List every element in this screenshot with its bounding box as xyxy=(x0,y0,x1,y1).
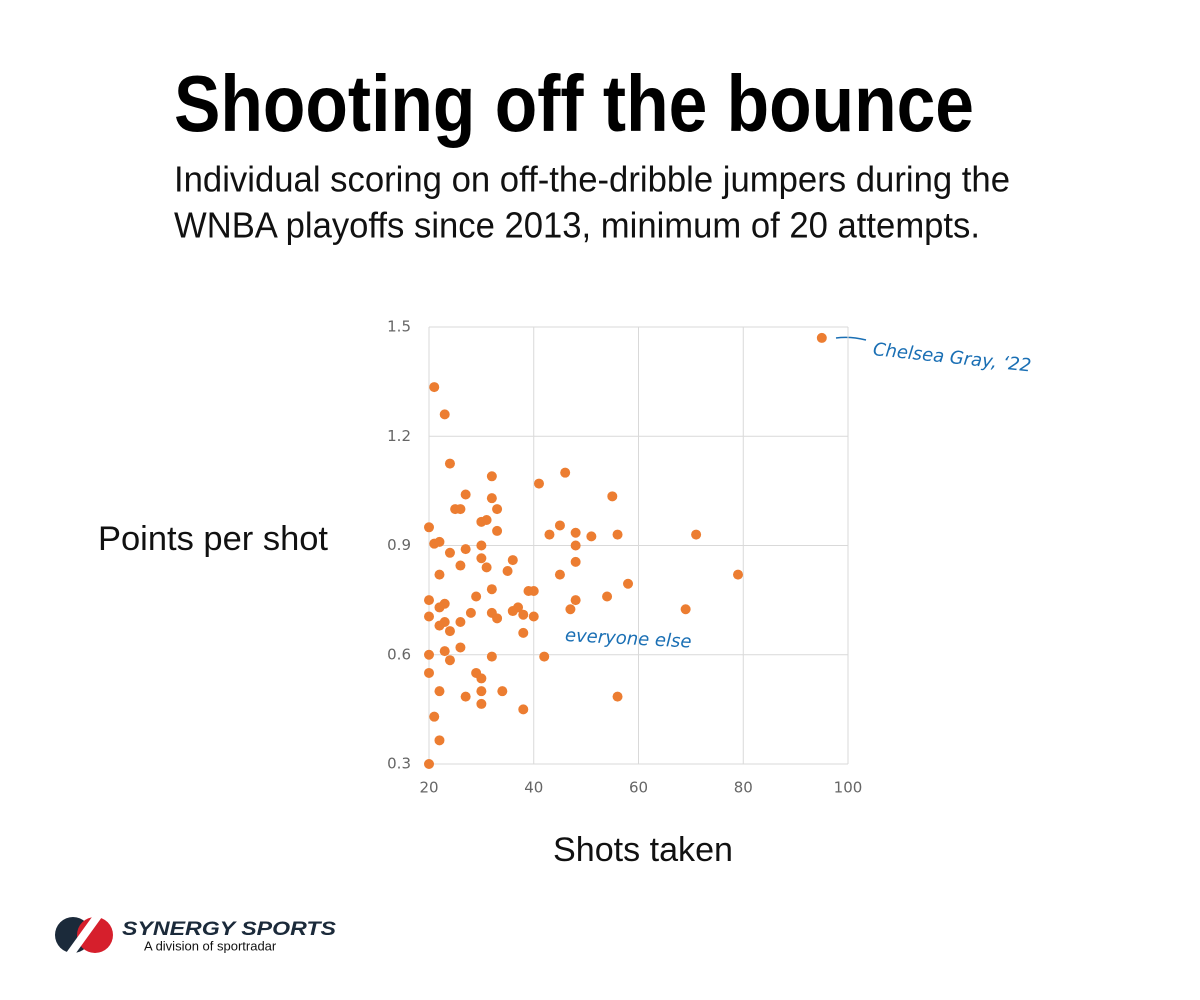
point xyxy=(539,651,550,662)
point xyxy=(444,458,455,469)
point xyxy=(586,531,597,542)
point xyxy=(439,646,450,657)
point xyxy=(691,529,702,540)
point xyxy=(607,491,618,502)
point xyxy=(486,651,497,662)
point xyxy=(434,735,445,746)
point xyxy=(434,686,445,697)
annotation: everyone else xyxy=(564,625,692,653)
point xyxy=(560,467,571,478)
point xyxy=(565,604,576,615)
point xyxy=(554,569,565,580)
point xyxy=(434,569,445,580)
point xyxy=(492,525,503,536)
point xyxy=(429,382,440,393)
point xyxy=(424,649,434,660)
point xyxy=(481,515,492,526)
logo: SYNERGY SPORTS A division of sportradar xyxy=(55,917,336,953)
point xyxy=(570,540,581,551)
point xyxy=(476,698,487,709)
point xyxy=(460,489,471,500)
point xyxy=(476,553,487,564)
point xyxy=(486,493,497,504)
point xyxy=(507,606,518,617)
y-tick-label: 1.5 xyxy=(387,318,411,336)
point xyxy=(455,560,466,571)
point xyxy=(570,527,581,538)
logo-name: SYNERGY SPORTS xyxy=(122,919,336,940)
x-tick-label: 100 xyxy=(834,779,863,797)
point xyxy=(424,595,434,606)
y-tick-label: 0.9 xyxy=(387,536,411,554)
point xyxy=(492,504,503,515)
point xyxy=(455,642,466,653)
point xyxy=(570,556,581,567)
point xyxy=(544,529,555,540)
point xyxy=(554,520,565,531)
point xyxy=(528,586,539,597)
point xyxy=(424,611,434,622)
y-axis-label: Points per shot xyxy=(98,520,329,558)
point xyxy=(816,332,827,343)
point xyxy=(570,595,581,606)
subtitle: WNBA playoffs since 2013, minimum of 20 … xyxy=(174,205,980,246)
point xyxy=(444,547,455,558)
point xyxy=(460,544,471,555)
point xyxy=(502,565,513,576)
point xyxy=(424,667,434,678)
point xyxy=(486,471,497,482)
point xyxy=(471,591,482,602)
point xyxy=(518,704,529,715)
point xyxy=(434,536,445,547)
annotation: Chelsea Gray, ‘22 xyxy=(872,339,1032,377)
point xyxy=(460,691,471,702)
point xyxy=(612,691,623,702)
subtitle: Individual scoring on off-the-dribble ju… xyxy=(174,159,1010,200)
x-tick-label: 40 xyxy=(524,779,543,797)
point xyxy=(518,609,529,620)
x-axis-label: Shots taken xyxy=(553,831,733,869)
point xyxy=(528,611,539,622)
point xyxy=(533,478,544,489)
point xyxy=(612,529,623,540)
logo-mark xyxy=(66,917,102,953)
point xyxy=(465,607,476,618)
annotation-leader xyxy=(835,336,867,341)
point xyxy=(518,627,529,638)
x-tick-label: 80 xyxy=(734,779,753,797)
logo-tagline: A division of sportradar xyxy=(144,938,277,953)
point xyxy=(497,686,508,697)
point xyxy=(481,562,492,573)
point xyxy=(424,522,434,533)
y-tick-label: 1.2 xyxy=(387,427,411,445)
point xyxy=(476,686,487,697)
point xyxy=(439,409,450,420)
point xyxy=(733,569,744,580)
point xyxy=(444,655,455,666)
point xyxy=(434,620,445,631)
point xyxy=(486,584,497,595)
y-tick-label: 0.3 xyxy=(387,755,411,773)
point xyxy=(623,578,634,589)
point xyxy=(507,555,518,566)
point xyxy=(455,616,466,627)
point xyxy=(424,759,434,769)
point xyxy=(476,540,487,551)
point xyxy=(455,504,466,515)
chart-title: Shooting off the bounce xyxy=(174,59,974,148)
point xyxy=(444,626,455,637)
x-tick-label: 20 xyxy=(419,779,438,797)
point xyxy=(602,591,613,602)
point xyxy=(492,613,503,624)
point xyxy=(434,602,445,613)
x-tick-label: 60 xyxy=(629,779,648,797)
point xyxy=(680,604,691,615)
point xyxy=(429,711,440,722)
y-tick-label: 0.6 xyxy=(387,645,411,663)
point xyxy=(476,673,487,684)
